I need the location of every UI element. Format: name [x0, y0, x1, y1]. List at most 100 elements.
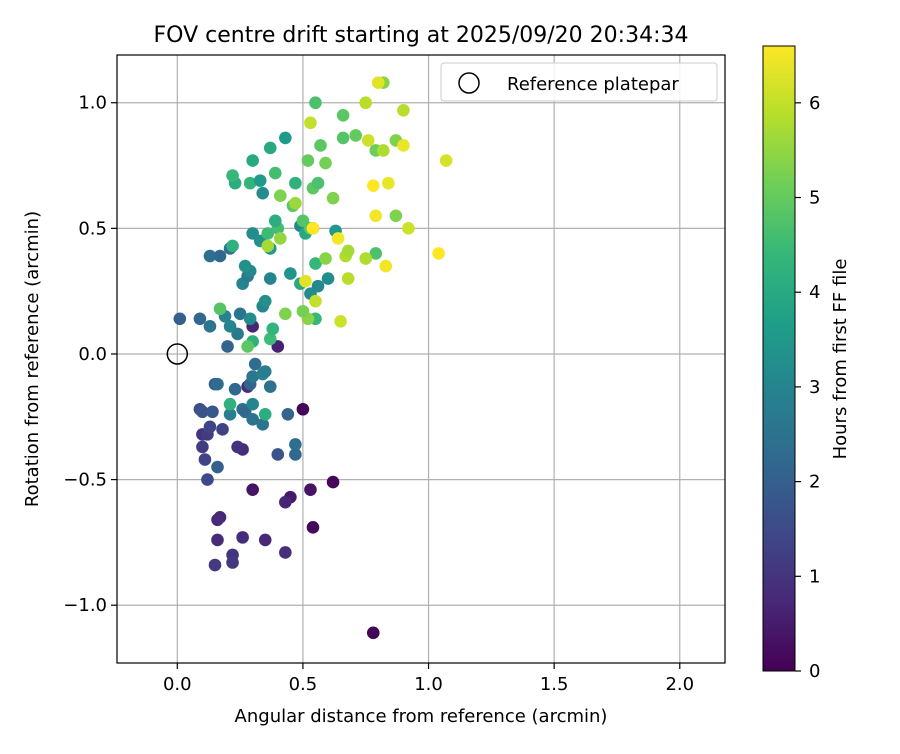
data-point: [246, 154, 259, 167]
data-point: [289, 448, 302, 461]
data-point: [201, 473, 214, 486]
data-point: [359, 252, 373, 265]
data-point: [326, 475, 340, 489]
colorbar-tick-label: 5: [809, 188, 820, 209]
data-point: [439, 154, 453, 167]
data-point: [371, 76, 385, 89]
chart-title: FOV centre drift starting at 2025/09/20 …: [154, 23, 689, 48]
data-point: [306, 521, 320, 534]
data-point: [228, 382, 242, 396]
data-point: [336, 131, 350, 145]
data-point: [226, 556, 239, 569]
data-point: [349, 129, 362, 142]
data-point: [213, 302, 227, 316]
data-point: [268, 166, 282, 180]
x-tick-label: 0.5: [289, 674, 318, 695]
data-point: [281, 407, 295, 421]
x-tick-label: 1.5: [540, 674, 569, 695]
data-point: [279, 131, 292, 145]
y-axis-ticks: −1.0 −0.5 0.0 0.5 1.0: [63, 93, 117, 616]
data-point: [311, 176, 325, 190]
y-tick-label: −0.5: [63, 470, 107, 491]
data-point: [279, 495, 292, 509]
data-point: [379, 259, 393, 273]
data-point: [263, 141, 277, 155]
data-point: [258, 365, 272, 378]
data-point: [216, 423, 229, 436]
data-point: [193, 312, 207, 326]
data-point: [382, 176, 395, 190]
colorbar-tick-label: 6: [809, 93, 820, 114]
data-point: [268, 214, 282, 228]
y-tick-label: 0.0: [78, 344, 107, 365]
data-point: [366, 626, 380, 640]
data-point: [256, 418, 270, 431]
data-point: [301, 154, 315, 167]
data-point: [369, 209, 383, 223]
data-point: [263, 332, 277, 346]
data-point: [246, 412, 259, 426]
data-point: [402, 222, 415, 235]
data-point: [266, 322, 280, 336]
data-point: [389, 209, 403, 223]
data-point: [314, 139, 327, 152]
x-tick-label: 0.0: [163, 674, 192, 695]
data-point: [236, 531, 249, 544]
data-point: [289, 196, 302, 210]
data-point: [221, 340, 234, 353]
y-tick-label: −1.0: [63, 595, 107, 616]
data-point: [279, 307, 292, 321]
data-point: [309, 96, 322, 110]
data-point: [397, 139, 410, 152]
data-point: [334, 315, 347, 328]
data-point: [246, 483, 259, 496]
data-point: [258, 533, 272, 547]
data-point: [253, 174, 267, 187]
data-point: [321, 272, 335, 285]
data-point: [261, 239, 275, 253]
data-point: [359, 96, 373, 110]
data-point: [211, 460, 224, 474]
data-point: [256, 186, 270, 200]
y-tick-label: 0.5: [78, 218, 107, 239]
data-point: [248, 357, 262, 371]
data-point: [309, 257, 322, 270]
data-point: [203, 320, 217, 333]
legend-box: [440, 62, 718, 102]
legend-reference-marker: [458, 72, 480, 94]
colorbar-ticks: 0 1 2 3 4 5 6: [795, 93, 820, 682]
colorbar-tick-label: 4: [809, 282, 820, 303]
x-tick-label: 2.0: [665, 674, 694, 695]
reference-platepar-marker: [166, 343, 189, 365]
data-point: [296, 402, 310, 416]
data-point: [206, 405, 219, 419]
data-point: [296, 214, 310, 228]
data-point: [263, 272, 277, 285]
data-point: [289, 438, 302, 451]
data-point: [309, 294, 322, 308]
y-tick-label: 1.0: [78, 93, 107, 114]
data-point: [274, 232, 287, 245]
data-point: [211, 533, 224, 547]
data-point: [274, 189, 287, 202]
data-point: [304, 483, 317, 496]
grid: [117, 55, 725, 663]
plot-frame: [116, 54, 726, 664]
data-point: [243, 312, 257, 326]
data-point: [311, 279, 325, 293]
colorbar-label: Hours from first FF file: [830, 259, 851, 460]
colorbar: [762, 45, 796, 672]
legend-label: Reference platepar: [507, 74, 679, 95]
data-point: [263, 380, 277, 393]
legend: Reference platepar: [440, 62, 718, 102]
data-point: [299, 274, 312, 288]
data-point: [258, 294, 272, 308]
data-point: [261, 227, 275, 240]
colorbar-tick-label: 2: [809, 472, 820, 493]
data-point: [203, 420, 217, 434]
data-point: [233, 307, 247, 321]
data-point: [377, 144, 390, 157]
data-point: [173, 312, 187, 326]
